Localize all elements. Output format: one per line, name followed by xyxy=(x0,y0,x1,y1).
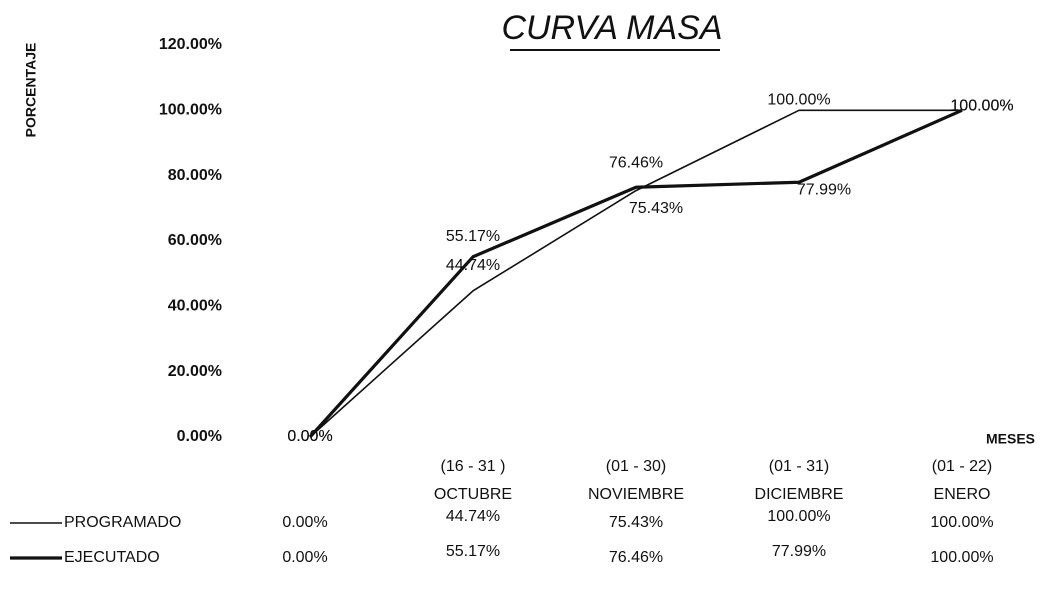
table-cell: 75.43% xyxy=(609,514,663,531)
x-tick-label: (01 - 22) xyxy=(932,458,992,475)
table-cell: 0.00% xyxy=(282,549,327,566)
table-cell: 77.99% xyxy=(772,543,826,560)
series-line xyxy=(309,109,962,438)
table-cell: 55.17% xyxy=(446,543,500,560)
table-cell: 44.74% xyxy=(446,508,500,525)
legend-label: PROGRAMADO xyxy=(64,514,181,531)
table-cell: 100.00% xyxy=(930,549,993,566)
x-tick-label: (16 - 31 ) xyxy=(441,458,506,475)
table-cell: 76.46% xyxy=(609,549,663,566)
data-label: 55.17% xyxy=(446,228,500,245)
x-tick-label: OCTUBRE xyxy=(434,486,512,503)
table-cell: 100.00% xyxy=(930,514,993,531)
data-label: 44.74% xyxy=(446,257,500,274)
table-cell: 0.00% xyxy=(282,514,327,531)
series-line xyxy=(308,108,963,439)
y-tick-label: 100.00% xyxy=(159,102,222,119)
y-tick-label: 0.00% xyxy=(177,428,222,445)
x-tick-label: (01 - 30) xyxy=(606,458,666,475)
data-label: 100.00% xyxy=(767,92,830,109)
x-tick-label: DICIEMBRE xyxy=(755,486,844,503)
data-label: 75.43% xyxy=(629,200,683,217)
legend-label: EJECUTADO xyxy=(64,549,160,566)
x-tick-label: (01 - 31) xyxy=(769,458,829,475)
data-label: 100.00% xyxy=(950,98,1013,115)
table-cell: 100.00% xyxy=(767,508,830,525)
x-axis-label: MESES xyxy=(986,431,1035,447)
x-tick-label: ENERO xyxy=(934,486,991,503)
y-tick-label: 80.00% xyxy=(168,167,222,184)
data-label: 76.46% xyxy=(609,154,663,171)
y-tick-label: 20.00% xyxy=(168,363,222,380)
y-tick-label: 120.00% xyxy=(159,36,222,53)
y-axis-label: PORCENTAJE xyxy=(23,43,39,138)
y-tick-label: 60.00% xyxy=(168,232,222,249)
data-label: 0.00% xyxy=(287,428,332,445)
chart-title: CURVA MASA xyxy=(501,9,722,47)
y-tick-label: 40.00% xyxy=(168,298,222,315)
data-label: 100.00% xyxy=(950,98,1013,115)
data-label: 77.99% xyxy=(797,181,851,198)
x-tick-label: NOVIEMBRE xyxy=(588,486,684,503)
